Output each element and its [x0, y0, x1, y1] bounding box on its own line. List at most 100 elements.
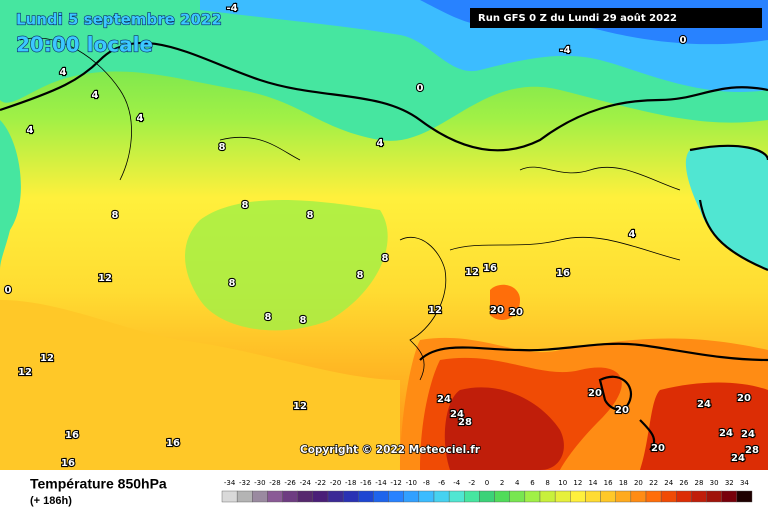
colorbar-swatch [267, 490, 283, 503]
colorbar-label: -24 [300, 479, 312, 487]
colorbar-swatch [282, 490, 298, 503]
colorbar-label: 10 [558, 479, 567, 487]
colorbar-swatch [585, 490, 601, 503]
footer-title: Température 850hPa [30, 476, 167, 492]
colorbar-label: -22 [315, 479, 326, 487]
colorbar-label: -30 [254, 479, 265, 487]
contour-label: 16 [483, 263, 497, 274]
contour-label: -4 [559, 45, 570, 56]
forecast-date: Lundi 5 septembre 2022 [16, 11, 222, 29]
colorbar-swatch [252, 490, 268, 503]
colorbar-label: 14 [589, 479, 598, 487]
colorbar-swatch [479, 490, 495, 503]
contour-label: 20 [615, 405, 629, 416]
contour-label: 12 [18, 367, 32, 378]
contour-label: 8 [300, 315, 307, 326]
contour-label: 12 [465, 267, 479, 278]
contour-label: 24 [731, 453, 745, 464]
colorbar-label: -14 [375, 479, 387, 487]
colorbar-label: 22 [649, 479, 658, 487]
colorbar-swatch [418, 490, 435, 503]
colorbar-swatch [494, 490, 510, 503]
colorbar-swatch [691, 490, 707, 503]
contour-label: -4 [226, 3, 237, 14]
colorbar-label: 30 [710, 479, 719, 487]
map-background [0, 0, 768, 470]
colorbar-swatch [645, 490, 662, 503]
colorbar-label: -18 [345, 479, 356, 487]
colorbar-swatch [388, 490, 404, 503]
colorbar-swatch [539, 490, 556, 503]
contour-label: 16 [556, 268, 570, 279]
contour-label: 24 [741, 429, 755, 440]
forecast-time: 20:00 locale [16, 33, 153, 57]
colorbar-swatch [676, 490, 692, 503]
contour-label: 12 [40, 353, 54, 364]
contour-label: 4 [629, 229, 636, 240]
colorbar-swatch [721, 490, 738, 503]
colorbar-swatch [524, 490, 541, 503]
colorbar-label: -12 [390, 479, 401, 487]
colorbar-label: -6 [438, 479, 446, 487]
contour-label: 8 [229, 278, 236, 289]
contour-label: 4 [137, 113, 144, 124]
colorbar-label: -4 [453, 479, 461, 487]
colorbar-swatch [736, 490, 753, 503]
colorbar-label: -16 [360, 479, 372, 487]
run-info: Run GFS 0 Z du Lundi 29 août 2022 [478, 12, 677, 24]
contour-label: 8 [265, 312, 272, 323]
contour-labels: -4 -4 0 0 4 4 4 4 4 4 8 8 8 8 8 8 8 8 8 12 12 12 12 12 12 16 16 16 1… [3, 2, 760, 470]
contour-label: 12 [428, 305, 442, 316]
colorbar-label: 32 [725, 479, 734, 487]
colorbar-swatch [660, 490, 677, 503]
contour-label: 8 [307, 210, 314, 221]
contour-label: 20 [651, 443, 665, 454]
colorbar-swatch [358, 490, 374, 503]
contour-label: 12 [98, 273, 112, 284]
colorbar-swatch [600, 490, 616, 503]
contour-label: 24 [697, 399, 711, 410]
copyright: Copyright © 2022 Meteociel.fr [300, 444, 481, 456]
contour-label: 8 [382, 253, 389, 264]
contour-label: 20 [588, 388, 602, 399]
colorbar-swatch [327, 490, 344, 503]
colorbar-swatch [554, 490, 571, 503]
colorbar-label: 0 [485, 479, 489, 487]
colorbar-swatch [464, 490, 480, 503]
colorbar-label: -34 [224, 479, 236, 487]
colorbar-swatch [312, 490, 329, 503]
colorbar-label: -28 [269, 479, 280, 487]
contour-label: 24 [450, 409, 464, 420]
run-box [470, 8, 762, 28]
zero-isotherms [0, 41, 768, 451]
colorbar-swatch [236, 490, 253, 503]
colorbar-swatch [403, 490, 420, 503]
contour-label: 24 [719, 428, 733, 439]
colorbar-swatch [615, 490, 632, 503]
colorbar-label: 6 [530, 479, 535, 487]
colorbar-label: 26 [679, 479, 688, 487]
contour-label: 12 [293, 401, 307, 412]
colorbar-label: 8 [545, 479, 549, 487]
colorbar-label: -26 [284, 479, 296, 487]
colorbar: -34 -32 -30 -28 -26 -24 -22 -20 -18 -16 -14 -12 -10-… [221, 479, 753, 503]
colorbar-label: -2 [468, 479, 475, 487]
colorbar-label: -20 [330, 479, 341, 487]
contour-label: 0 [417, 83, 424, 94]
colorbar-swatch [570, 490, 586, 503]
contour-label: 16 [65, 430, 79, 441]
colorbar-swatch [297, 490, 314, 503]
contour-label: 16 [61, 458, 75, 469]
colorbar-swatch [221, 490, 238, 503]
contour-label: 8 [242, 200, 249, 211]
colorbar-swatch [342, 490, 359, 503]
contour-label: 16 [166, 438, 180, 449]
colorbar-swatch [630, 490, 647, 503]
contour-label: 20 [737, 393, 751, 404]
contour-label: 20 [509, 307, 523, 318]
contour-label: 0 [680, 35, 687, 46]
colorbar-label: 28 [695, 479, 704, 487]
colorbar-swatch [509, 490, 526, 503]
contour-label: 8 [219, 142, 226, 153]
